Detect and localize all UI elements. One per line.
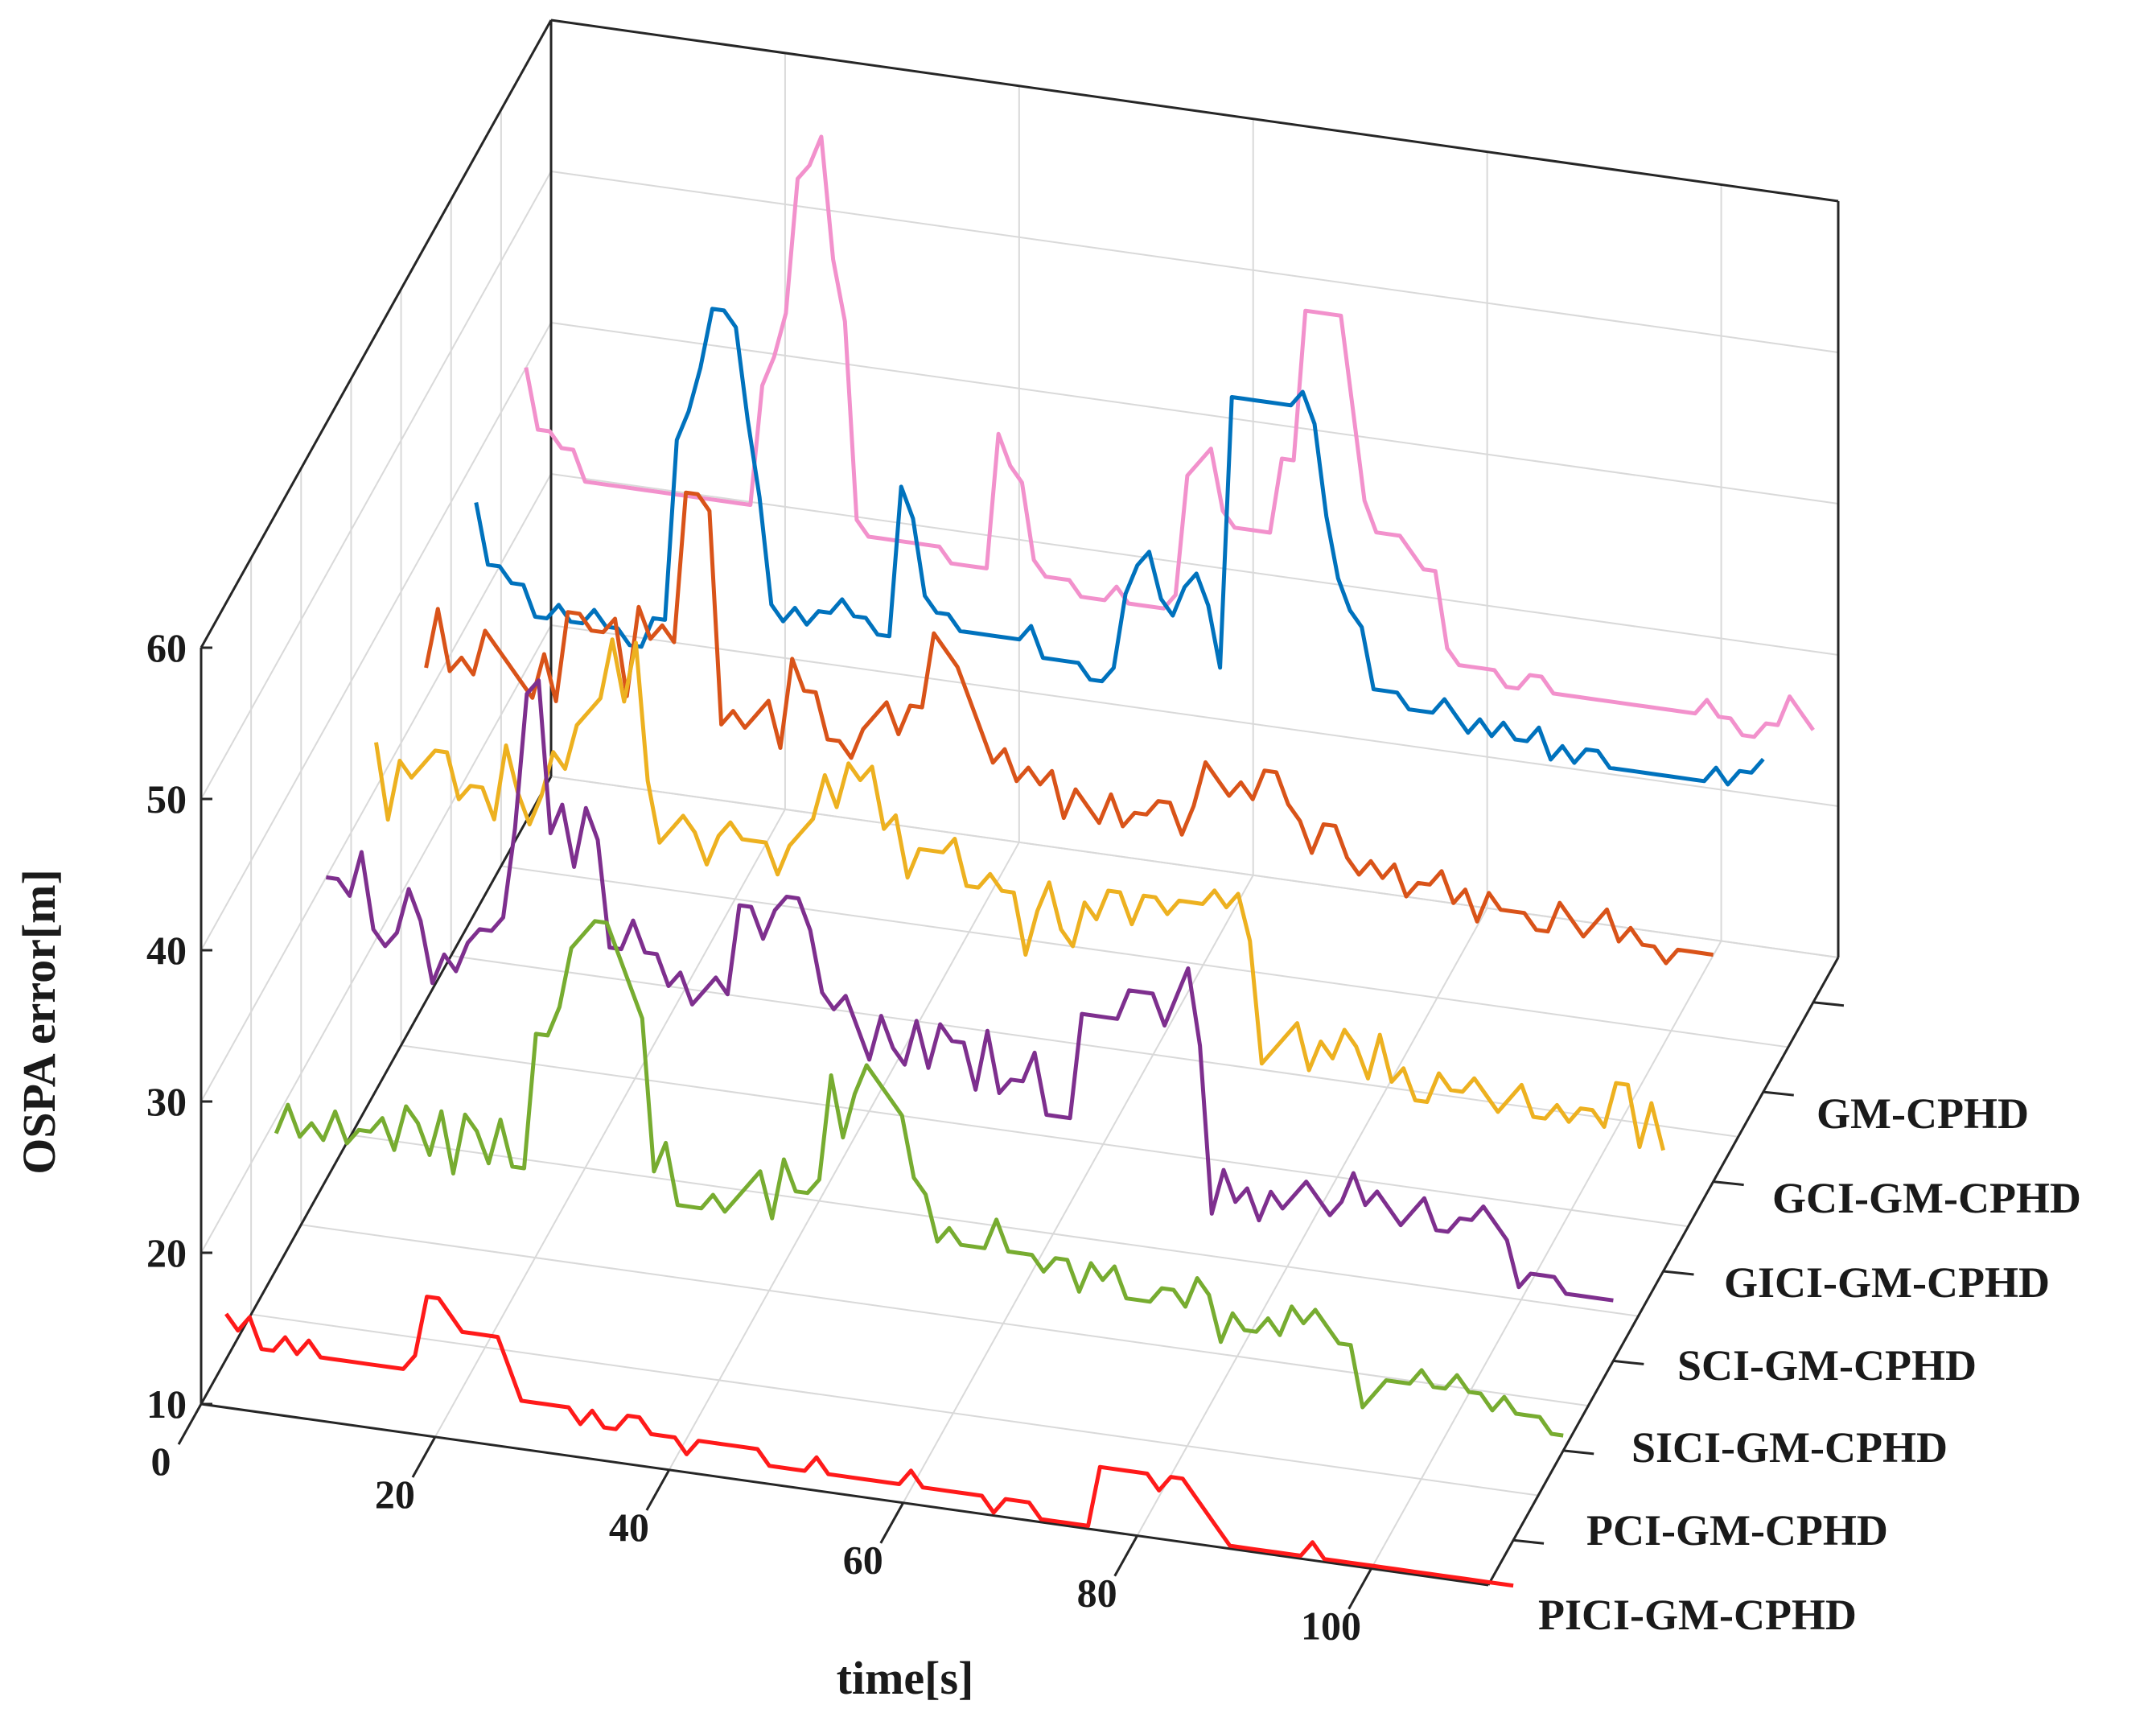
floor-grid-row-4 bbox=[401, 1044, 1689, 1228]
floor-grid-time-60 bbox=[902, 875, 1254, 1504]
series-line-1 bbox=[274, 919, 1564, 1438]
side-wall-grid-z-40 bbox=[200, 322, 552, 951]
x-tick-label-100: 100 bbox=[1301, 1604, 1361, 1649]
tick-layer: 10 20 30 40 50 60 0 20 40 60 80 100 bbox=[146, 625, 1845, 1649]
series-line-3 bbox=[374, 637, 1665, 1151]
side-wall-grid-z-20 bbox=[200, 624, 552, 1254]
z-tick-label-60: 60 bbox=[146, 625, 187, 670]
z-axis-title: OSPA error[m] bbox=[13, 869, 65, 1175]
floor-grid-time-80 bbox=[1136, 908, 1488, 1537]
back-wall-grid-z-30 bbox=[550, 473, 1839, 656]
series-label-1: GCI-GM-CPHD bbox=[1772, 1174, 2081, 1222]
frame-front-edge bbox=[200, 1402, 1489, 1587]
back-wall-grid-z-50 bbox=[550, 171, 1839, 353]
row-tick-mark-5 bbox=[1763, 1090, 1794, 1097]
row-tick-mark-3 bbox=[1663, 1270, 1694, 1276]
grid-layer bbox=[200, 19, 1839, 1586]
x-tick-label-20: 20 bbox=[375, 1472, 415, 1517]
series-line-0 bbox=[224, 1295, 1514, 1588]
floor-grid-row-5 bbox=[451, 954, 1738, 1138]
z-tick-label-40: 40 bbox=[146, 928, 187, 973]
floor-grid-time-100 bbox=[1370, 941, 1722, 1570]
back-wall-grid-z-40 bbox=[550, 322, 1839, 504]
x-tick-mark-20 bbox=[411, 1436, 437, 1478]
x-tick-label-80: 80 bbox=[1077, 1571, 1117, 1616]
series-label-0: GM-CPHD bbox=[1817, 1089, 2029, 1138]
series-label-2: GICI-GM-CPHD bbox=[1724, 1258, 2050, 1307]
frame-left-top-edge bbox=[200, 19, 553, 649]
x-axis-title: time[s] bbox=[837, 1652, 974, 1704]
x-tick-label-60: 60 bbox=[843, 1538, 883, 1583]
series-line-6 bbox=[524, 134, 1815, 739]
series-label-4: SICI-GM-CPHD bbox=[1631, 1423, 1948, 1472]
series-label-3: SCI-GM-CPHD bbox=[1677, 1341, 1977, 1390]
series-line-4 bbox=[424, 490, 1714, 966]
back-wall-grid-z-10 bbox=[550, 776, 1839, 958]
frame-left-floor-edge bbox=[200, 776, 553, 1405]
frame-back-top-edge bbox=[550, 19, 1839, 203]
series-line-2 bbox=[326, 678, 1614, 1303]
x-tick-label-0: 0 bbox=[151, 1439, 171, 1484]
z-tick-label-50: 50 bbox=[146, 776, 187, 821]
row-tick-mark-6 bbox=[1812, 1001, 1845, 1007]
floor-grid-row-2 bbox=[301, 1224, 1589, 1407]
side-wall-grid-z-30 bbox=[200, 473, 552, 1102]
z-tick-label-30: 30 bbox=[146, 1079, 187, 1124]
x-tick-label-40: 40 bbox=[609, 1505, 649, 1550]
floor-grid-time-40 bbox=[668, 842, 1020, 1471]
x-tick-mark-80 bbox=[1113, 1534, 1138, 1577]
floor-grid-row-6 bbox=[500, 865, 1788, 1048]
series-label-5: PCI-GM-CPHD bbox=[1586, 1506, 1888, 1554]
x-tick-mark-100 bbox=[1348, 1567, 1372, 1610]
row-tick-mark-1 bbox=[1563, 1449, 1594, 1456]
series-label-6: PICI-GM-CPHD bbox=[1538, 1591, 1857, 1639]
x-tick-mark-60 bbox=[879, 1501, 905, 1544]
series-layer bbox=[224, 134, 1815, 1588]
z-tick-label-20: 20 bbox=[146, 1230, 187, 1275]
x-tick-mark-0 bbox=[177, 1403, 203, 1445]
floor-grid-time-20 bbox=[434, 809, 786, 1438]
series-labels: GM-CPHD GCI-GM-CPHD GICI-GM-CPHD SCI-GM-… bbox=[1538, 1089, 2081, 1639]
series-line-5 bbox=[474, 307, 1765, 787]
row-tick-mark-2 bbox=[1613, 1359, 1644, 1365]
z-tick-label-10: 10 bbox=[146, 1382, 187, 1427]
floor-grid-row-1 bbox=[251, 1313, 1539, 1497]
row-tick-mark-4 bbox=[1713, 1180, 1744, 1187]
row-tick-mark-0 bbox=[1512, 1538, 1545, 1545]
side-wall-grid-z-50 bbox=[200, 171, 552, 800]
back-wall-grid-z-20 bbox=[550, 624, 1839, 807]
x-tick-mark-40 bbox=[645, 1469, 671, 1511]
